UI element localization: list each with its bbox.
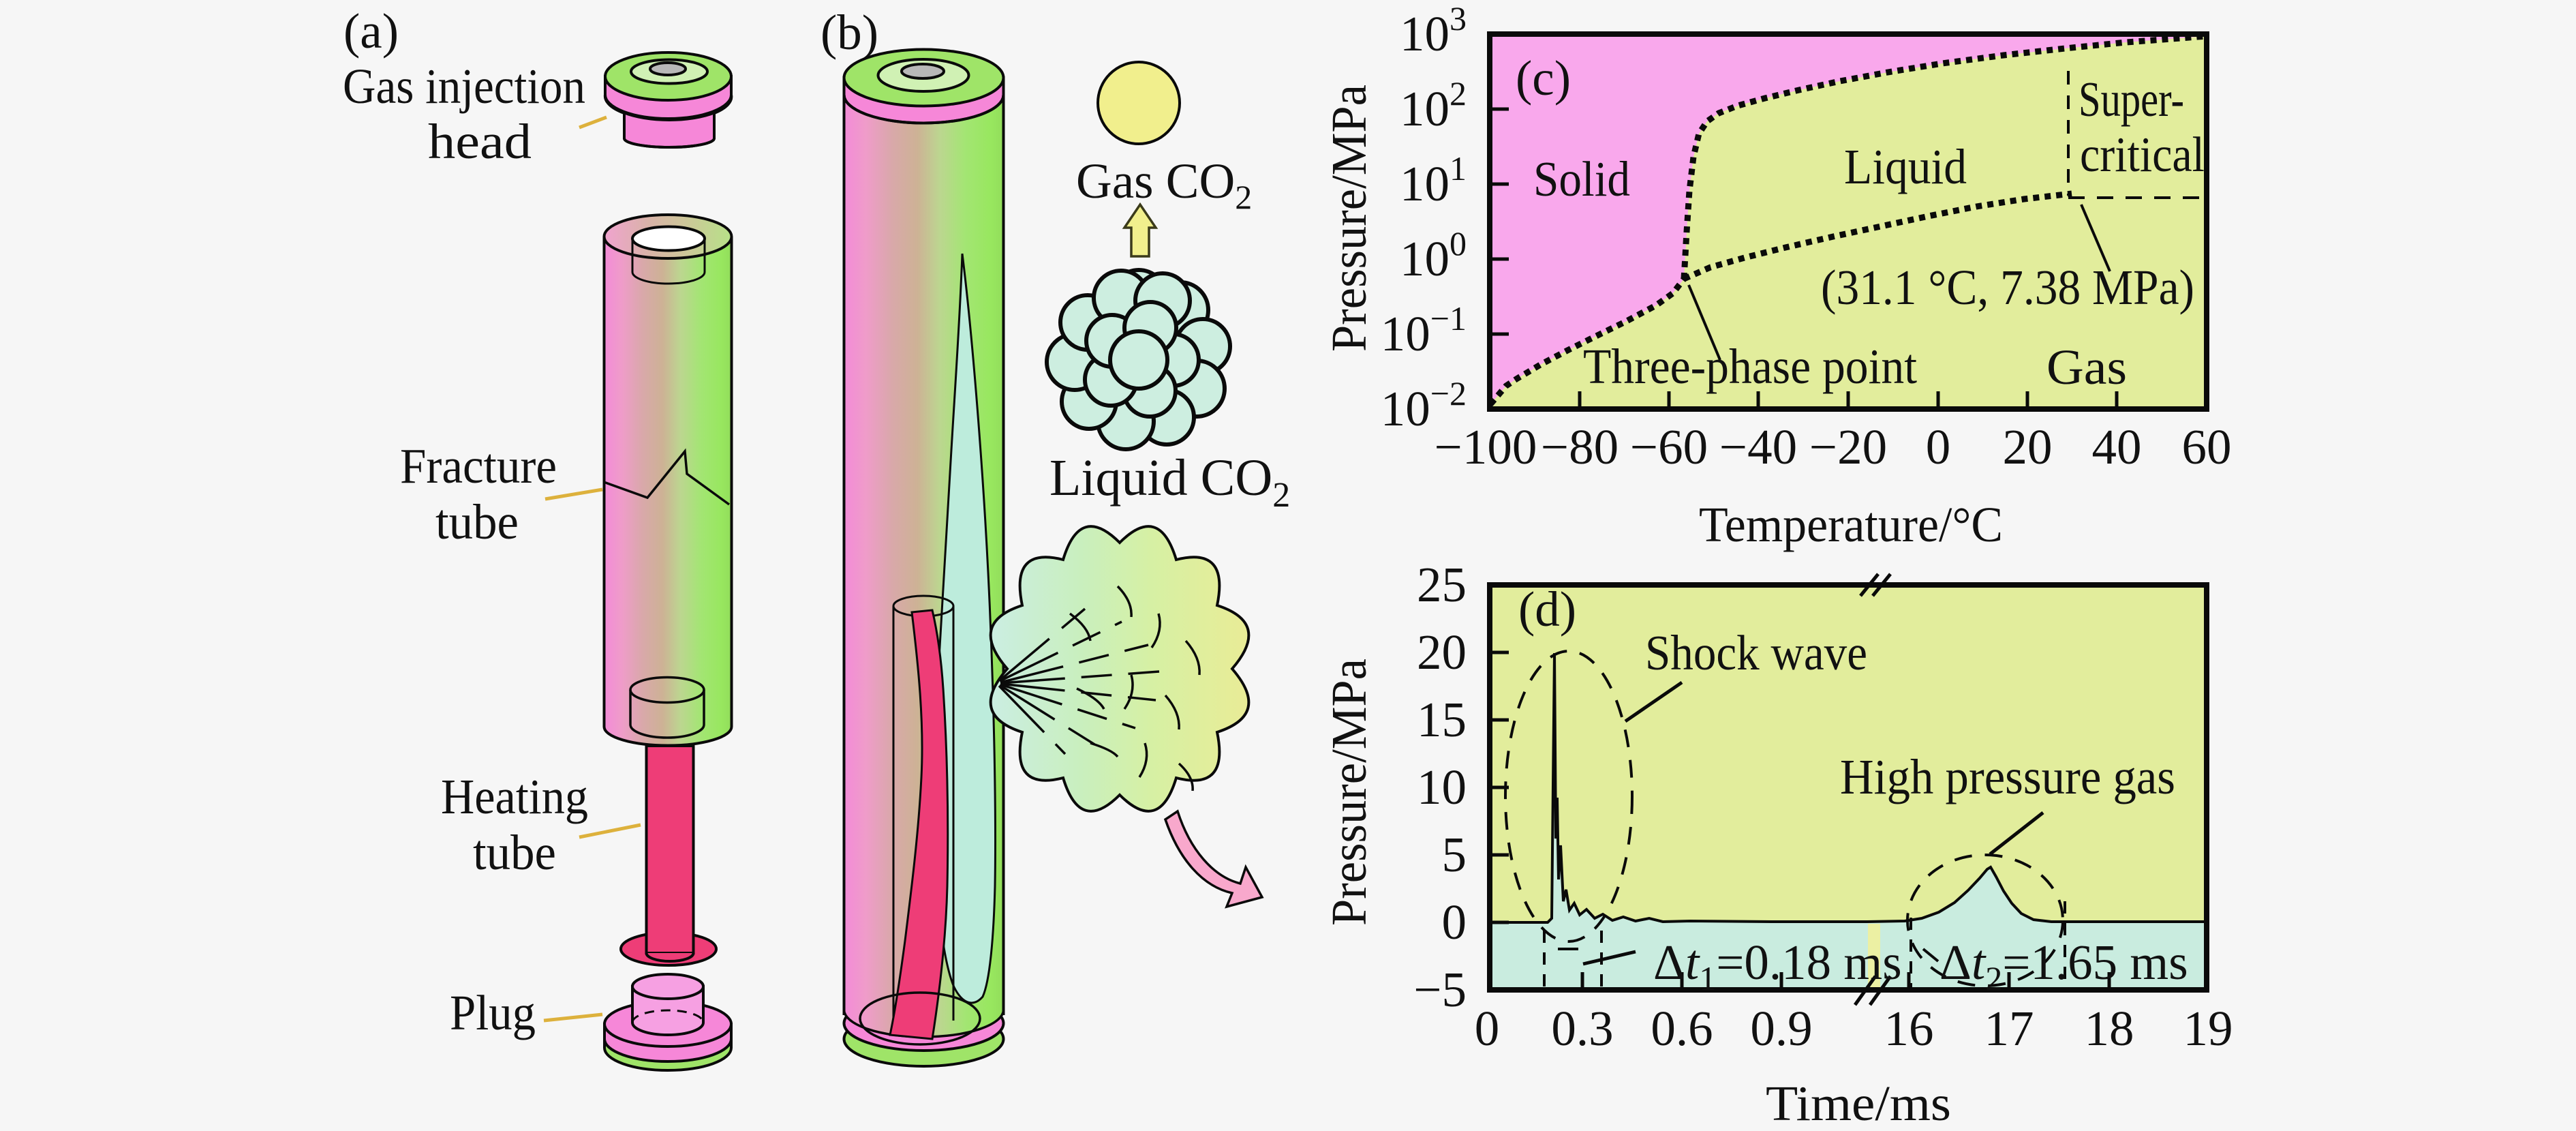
svg-text:Liquid CO2: Liquid CO2 xyxy=(1049,449,1290,515)
svg-text:−80: −80 xyxy=(1541,419,1619,474)
svg-text:(c): (c) xyxy=(1516,50,1571,106)
svg-text:0.6: 0.6 xyxy=(1651,1001,1713,1056)
svg-text:18: 18 xyxy=(2085,1001,2134,1056)
svg-text:Heating: Heating xyxy=(441,769,588,824)
svg-text:5: 5 xyxy=(1442,827,1467,882)
svg-text:20: 20 xyxy=(2003,419,2053,474)
svg-text:tube: tube xyxy=(473,825,556,880)
svg-text:102: 102 xyxy=(1400,74,1467,136)
svg-text:17: 17 xyxy=(1984,1001,2034,1056)
svg-text:(31.1 °C, 7.38 MPa): (31.1 °C, 7.38 MPa) xyxy=(1821,260,2194,315)
svg-text:Three-phase point: Three-phase point xyxy=(1583,339,1917,394)
svg-text:Δt2=1.65 ms: Δt2=1.65 ms xyxy=(1939,935,2188,997)
svg-text:High pressure gas: High pressure gas xyxy=(1840,749,2175,804)
svg-text:Gas injection: Gas injection xyxy=(343,59,585,114)
svg-text:(b): (b) xyxy=(821,5,878,60)
svg-text:−20: −20 xyxy=(1809,419,1887,474)
svg-text:−100: −100 xyxy=(1435,419,1537,474)
svg-text:0: 0 xyxy=(1926,419,1951,474)
svg-text:−40: −40 xyxy=(1719,419,1797,474)
svg-text:10: 10 xyxy=(1417,759,1467,815)
svg-text:Δt1=0.18 ms: Δt1=0.18 ms xyxy=(1653,935,1902,997)
svg-text:15: 15 xyxy=(1417,692,1467,747)
svg-text:−5: −5 xyxy=(1413,962,1467,1017)
svg-text:tube: tube xyxy=(435,494,519,549)
svg-text:Liquid: Liquid xyxy=(1844,139,1967,194)
svg-text:60: 60 xyxy=(2182,419,2232,474)
svg-text:Pressure/MPa: Pressure/MPa xyxy=(1321,85,1377,352)
svg-text:20: 20 xyxy=(1417,624,1467,680)
svg-text:0.3: 0.3 xyxy=(1551,1001,1613,1056)
svg-text:head: head xyxy=(428,114,532,169)
svg-text:19: 19 xyxy=(2183,1001,2233,1056)
svg-text:Solid: Solid xyxy=(1533,151,1630,207)
svg-text:Time/ms: Time/ms xyxy=(1766,1076,1951,1131)
svg-text:Gas CO2: Gas CO2 xyxy=(1076,153,1252,216)
svg-text:Plug: Plug xyxy=(450,985,536,1040)
svg-text:25: 25 xyxy=(1417,557,1467,612)
svg-text:40: 40 xyxy=(2092,419,2142,474)
svg-text:0.9: 0.9 xyxy=(1750,1001,1812,1056)
svg-text:Gas: Gas xyxy=(2046,340,2127,395)
svg-text:−60: −60 xyxy=(1630,419,1708,474)
svg-text:0: 0 xyxy=(1442,894,1467,950)
svg-text:Pressure/MPa: Pressure/MPa xyxy=(1321,659,1377,926)
svg-text:Super-: Super- xyxy=(2079,72,2184,127)
svg-text:16: 16 xyxy=(1884,1001,1934,1056)
svg-text:Fracture: Fracture xyxy=(400,438,557,494)
svg-text:critical: critical xyxy=(2080,127,2205,182)
svg-text:Shock wave: Shock wave xyxy=(1645,625,1867,680)
svg-text:(a): (a) xyxy=(343,3,399,59)
svg-text:0: 0 xyxy=(1475,1001,1500,1056)
svg-text:(d): (d) xyxy=(1518,582,1576,637)
svg-text:Temperature/°C: Temperature/°C xyxy=(1699,497,2003,552)
